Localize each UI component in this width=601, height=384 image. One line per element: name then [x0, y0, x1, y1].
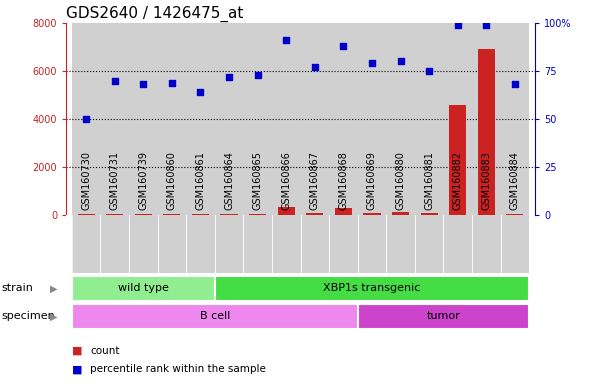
Text: ■: ■ — [72, 346, 82, 356]
Point — [367, 60, 377, 66]
Text: ▶: ▶ — [50, 311, 57, 321]
Text: GDS2640 / 1426475_at: GDS2640 / 1426475_at — [66, 5, 243, 22]
Point — [453, 22, 463, 28]
Bar — [186, 215, 215, 273]
Bar — [186, 23, 215, 215]
Point — [138, 81, 148, 88]
Bar — [386, 215, 415, 273]
Bar — [100, 215, 129, 273]
Text: specimen: specimen — [1, 311, 55, 321]
Bar — [215, 23, 243, 215]
Point — [224, 74, 234, 80]
Bar — [329, 23, 358, 215]
Bar — [392, 212, 409, 215]
Point — [110, 78, 120, 84]
Point — [310, 64, 320, 70]
Bar — [444, 23, 472, 215]
Point — [338, 43, 348, 49]
Point — [424, 68, 434, 74]
Point — [395, 58, 405, 65]
Bar — [472, 215, 501, 273]
Bar — [72, 215, 100, 273]
Bar — [243, 23, 272, 215]
Bar — [215, 276, 529, 301]
Bar — [106, 214, 123, 215]
Bar — [329, 215, 358, 273]
Text: tumor: tumor — [427, 311, 460, 321]
Bar — [307, 213, 323, 215]
Bar — [444, 215, 472, 273]
Bar — [335, 208, 352, 215]
Bar — [72, 304, 358, 329]
Bar — [472, 23, 501, 215]
Text: ▶: ▶ — [50, 283, 57, 293]
Bar — [100, 23, 129, 215]
Bar — [300, 215, 329, 273]
Bar — [478, 50, 495, 215]
Text: B cell: B cell — [200, 311, 230, 321]
Bar — [358, 304, 529, 329]
Bar — [72, 276, 215, 301]
Text: XBP1s transgenic: XBP1s transgenic — [323, 283, 421, 293]
Bar — [135, 214, 152, 215]
Bar — [72, 23, 100, 215]
Point — [167, 79, 177, 86]
Bar — [415, 23, 444, 215]
Bar — [157, 215, 186, 273]
Bar — [278, 207, 294, 215]
Text: ■: ■ — [72, 364, 82, 374]
Bar — [129, 23, 157, 215]
Bar — [300, 23, 329, 215]
Bar — [221, 214, 237, 215]
Bar — [192, 214, 209, 215]
Bar — [249, 214, 266, 215]
Bar — [501, 23, 529, 215]
Point — [196, 89, 206, 95]
Text: percentile rank within the sample: percentile rank within the sample — [90, 364, 266, 374]
Bar — [272, 215, 300, 273]
Bar — [506, 214, 523, 215]
Point — [81, 116, 91, 122]
Text: count: count — [90, 346, 120, 356]
Bar — [157, 23, 186, 215]
Bar — [129, 215, 157, 273]
Bar — [243, 215, 272, 273]
Bar — [415, 215, 444, 273]
Point — [481, 22, 491, 28]
Bar — [163, 214, 180, 215]
Text: strain: strain — [1, 283, 33, 293]
Bar — [358, 215, 386, 273]
Bar — [501, 215, 529, 273]
Bar — [364, 213, 380, 215]
Bar — [358, 23, 386, 215]
Bar — [386, 23, 415, 215]
Point — [253, 72, 263, 78]
Bar — [272, 23, 300, 215]
Point — [510, 81, 520, 88]
Bar — [215, 215, 243, 273]
Bar — [78, 214, 95, 215]
Text: wild type: wild type — [118, 283, 169, 293]
Bar — [421, 213, 438, 215]
Bar — [449, 104, 466, 215]
Point — [281, 37, 291, 43]
